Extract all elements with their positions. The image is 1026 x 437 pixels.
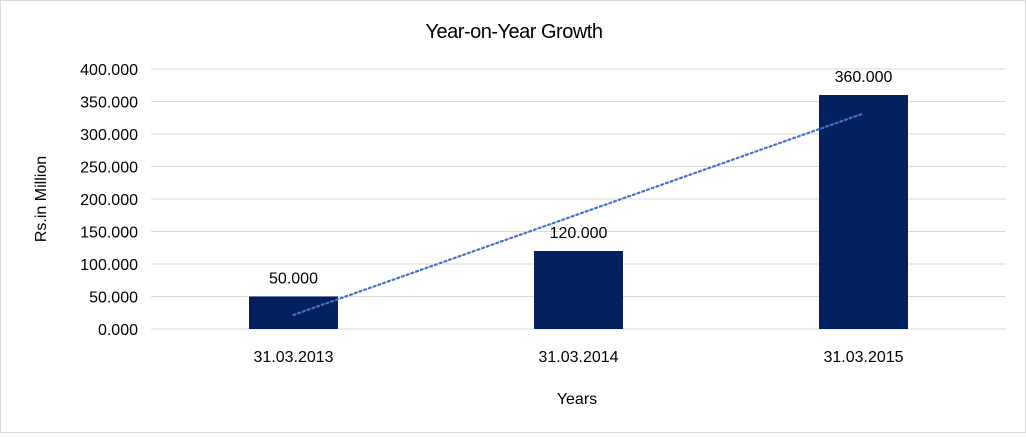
bar [534, 251, 623, 329]
bar [249, 296, 338, 329]
y-tick-label: 0.000 [98, 322, 138, 339]
trendline [292, 112, 865, 317]
y-tick-label: 50.000 [89, 290, 138, 307]
y-tick-label: 150.000 [80, 225, 138, 242]
x-tick-label: 31.03.2015 [823, 349, 903, 366]
bar [819, 95, 908, 329]
data-label: 50.000 [269, 271, 318, 288]
x-axis-label: Years [557, 391, 597, 408]
data-label: 120.000 [550, 225, 608, 242]
y-tick-label: 200.000 [80, 192, 138, 209]
x-tick-label: 31.03.2014 [538, 349, 618, 366]
y-axis-label: Rs.in Million [33, 156, 50, 242]
y-tick-label: 300.000 [80, 127, 138, 144]
x-tick-label: 31.03.2013 [253, 349, 333, 366]
y-tick-label: 400.000 [80, 62, 138, 79]
data-label: 360.000 [835, 69, 893, 86]
y-tick-label: 250.000 [80, 160, 138, 177]
y-tick-label: 100.000 [80, 257, 138, 274]
y-tick-label: 350.000 [80, 95, 138, 112]
chart-title: Year-on-Year Growth [426, 21, 603, 43]
